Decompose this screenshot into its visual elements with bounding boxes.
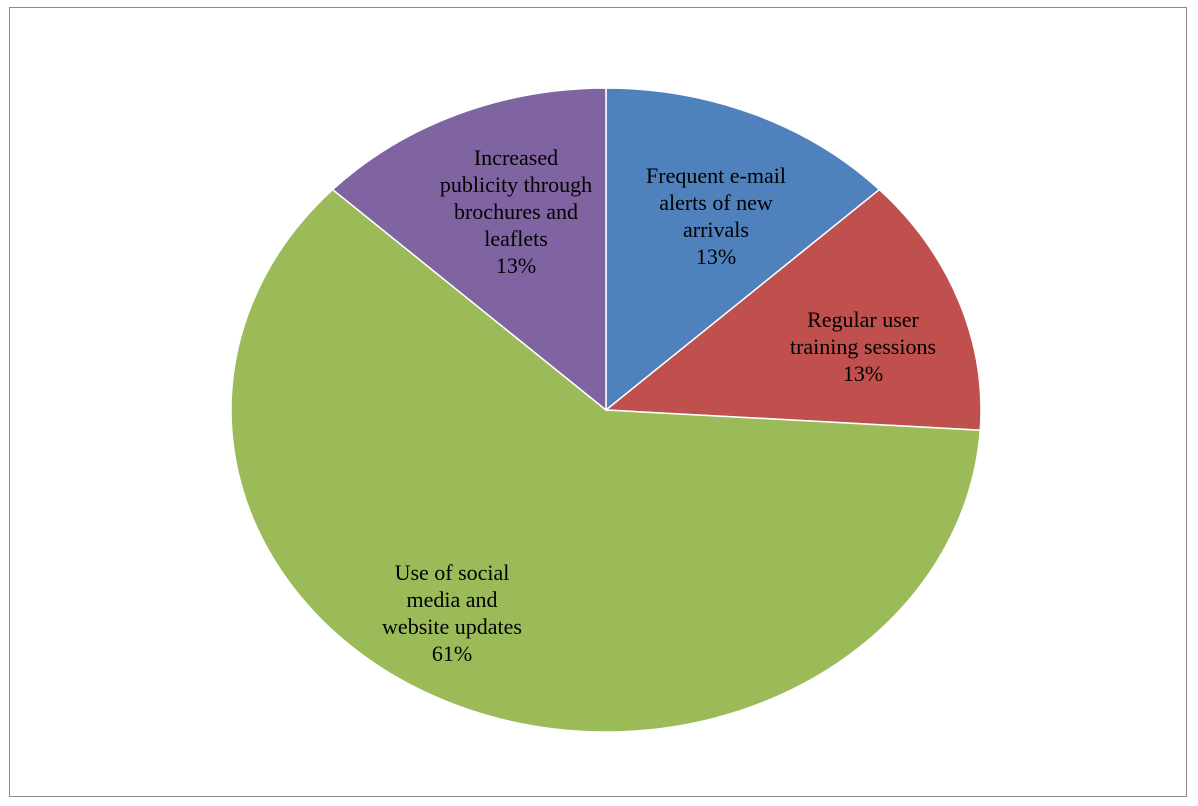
label-line: leaflets bbox=[484, 226, 548, 251]
label-line: training sessions bbox=[790, 334, 936, 359]
labels-layer: Frequent e-mail alerts of new arrivals 13%R… bbox=[382, 145, 936, 666]
label-line: Frequent e-mail bbox=[646, 163, 786, 188]
slice-email-alerts-label: Frequent e-mail alerts of new arrivals 13% bbox=[646, 163, 786, 269]
percent-label: 13% bbox=[843, 361, 883, 386]
slices-layer bbox=[230, 87, 982, 733]
label-line: arrivals bbox=[683, 217, 749, 242]
label-line: Use of social bbox=[395, 560, 510, 585]
percent-label: 13% bbox=[496, 253, 536, 278]
label-line: website updates bbox=[382, 614, 522, 639]
slice-publicity-label: Increased publicity through brochures and l… bbox=[440, 145, 592, 278]
slice-user-training bbox=[604, 188, 982, 432]
slice-user-training-label: Regular user training sessions 13% bbox=[790, 307, 936, 386]
label-line: media and bbox=[406, 587, 497, 612]
slice-email-alerts bbox=[605, 87, 881, 412]
percent-label: 13% bbox=[696, 244, 736, 269]
slice-social-media bbox=[230, 188, 982, 733]
label-line: Regular user bbox=[807, 307, 919, 332]
label-line: brochures and bbox=[454, 199, 578, 224]
label-line: Increased bbox=[474, 145, 558, 170]
slice-social-media-label: Use of social media and website updates 61% bbox=[382, 560, 522, 666]
label-line: publicity through bbox=[440, 172, 592, 197]
slice-publicity bbox=[331, 87, 607, 412]
label-line: alerts of new bbox=[659, 190, 773, 215]
percent-label: 61% bbox=[432, 641, 472, 666]
